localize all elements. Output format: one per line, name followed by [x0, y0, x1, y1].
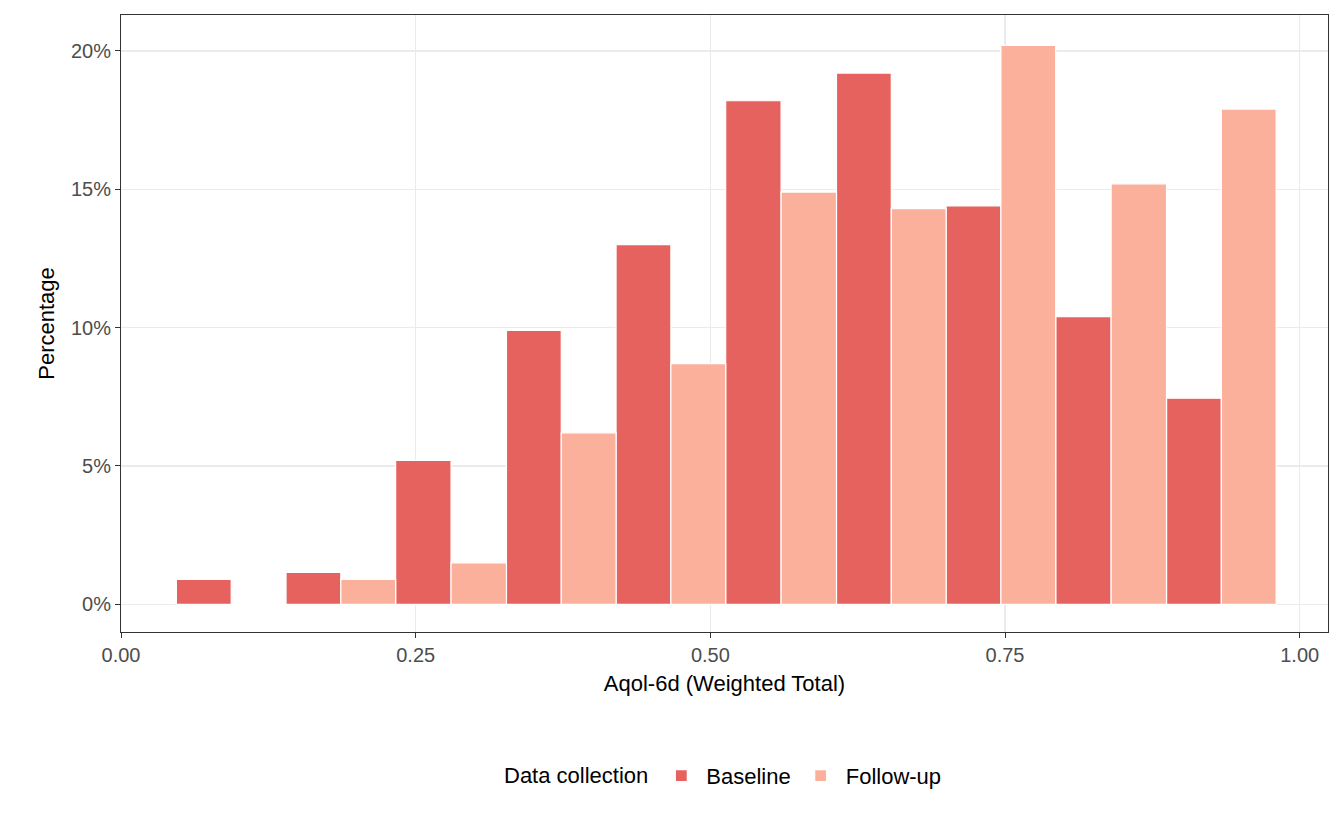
svg-text:0.25: 0.25: [396, 644, 435, 666]
svg-text:0.75: 0.75: [986, 644, 1025, 666]
svg-text:20%: 20%: [71, 40, 111, 62]
svg-text:1.00: 1.00: [1280, 644, 1319, 666]
svg-text:Aqol-6d (Weighted Total): Aqol-6d (Weighted Total): [604, 671, 845, 696]
svg-text:Baseline: Baseline: [706, 764, 790, 789]
svg-text:Follow-up: Follow-up: [846, 764, 941, 789]
svg-text:0.50: 0.50: [691, 644, 730, 666]
svg-text:0.00: 0.00: [102, 644, 141, 666]
svg-text:Percentage: Percentage: [34, 267, 59, 380]
svg-text:5%: 5%: [82, 455, 111, 477]
svg-text:Data collection: Data collection: [504, 763, 648, 788]
svg-text:0%: 0%: [82, 593, 111, 615]
svg-text:10%: 10%: [71, 317, 111, 339]
svg-text:15%: 15%: [71, 178, 111, 200]
